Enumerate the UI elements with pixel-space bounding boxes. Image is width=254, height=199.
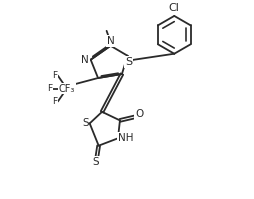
Text: O: O (135, 109, 143, 119)
Text: N: N (106, 36, 114, 46)
Text: F: F (47, 84, 52, 93)
Text: F: F (52, 71, 57, 80)
Text: S: S (92, 157, 99, 167)
Text: N: N (81, 55, 89, 65)
Text: CF₃: CF₃ (58, 84, 75, 94)
Text: F: F (52, 97, 57, 106)
Text: S: S (82, 118, 88, 128)
Text: Cl: Cl (168, 3, 179, 13)
Text: NH: NH (118, 133, 133, 143)
Text: S: S (124, 57, 132, 67)
